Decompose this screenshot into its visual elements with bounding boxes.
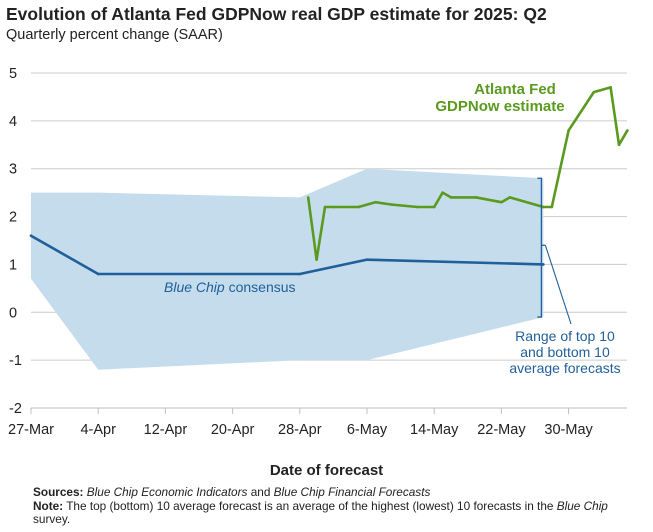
gdpnow-point	[441, 191, 444, 194]
note-text-2: survey.	[33, 512, 71, 526]
gdpnow-point	[550, 205, 554, 209]
source-2: Blue Chip Financial Forecasts	[273, 485, 431, 499]
range-annotation-range_line1: Range of top 10	[515, 328, 615, 344]
y-tick-label: 4	[9, 114, 17, 130]
sources-line: Sources: Blue Chip Economic Indicators a…	[33, 485, 643, 500]
gdpnow-chart: 5 4 3 2 1 0 -1 -2 27-Mar 4-Apr 12-Apr 20-Apr 28-Apr 6…	[8, 66, 629, 438]
bluechip-point	[365, 258, 369, 261]
note-text-1: The top (bottom) 10 average forecast is …	[63, 498, 557, 513]
x-tick-label: 20-Apr	[211, 422, 255, 438]
gdpnow-point	[432, 205, 436, 209]
chart-footer: Sources: Blue Chip Economic Indicators a…	[33, 485, 643, 527]
range-annotation-range_line3: average forecasts	[509, 360, 620, 376]
x-tick-label: 14-May	[410, 422, 459, 438]
gdpnow-point	[508, 196, 512, 199]
y-tick-label: 1	[9, 257, 17, 273]
gdpnow-point	[592, 90, 596, 94]
gdpnow-point	[609, 86, 612, 89]
gdpnow-point	[374, 200, 377, 204]
x-tick-label: 28-Apr	[278, 422, 322, 438]
gdpnow-point	[390, 203, 394, 206]
gdpnow-point	[449, 196, 453, 199]
gdpnow-point	[323, 205, 327, 209]
y-tick-label: 0	[9, 305, 17, 321]
x-tick-label: 12-Apr	[144, 422, 188, 438]
gdpnow-point	[315, 258, 318, 261]
chart-subtitle: Quarterly percent change (SAAR)	[6, 27, 223, 43]
gdpnow-point	[474, 196, 478, 199]
gdpnow-point	[416, 205, 419, 209]
bluechip-annotation-rest: consensus	[225, 279, 296, 295]
sources-label: Sources:	[33, 485, 84, 499]
gdpnow-point	[626, 129, 629, 132]
gdpnow-annotation-line1: Atlanta Fed	[474, 81, 556, 98]
y-tick-label: -2	[9, 401, 22, 417]
gdpnow-point	[617, 143, 621, 147]
y-tick-label: 2	[9, 210, 17, 226]
gdpnow-point	[332, 205, 335, 209]
range-bracket	[537, 177, 546, 318]
gdpnow-annotation-line2: GDPNow estimate	[435, 98, 564, 115]
bluechip-point	[29, 234, 33, 238]
y-tick-label: 3	[9, 162, 17, 178]
bluechip-point	[96, 272, 100, 276]
range-band	[31, 168, 544, 370]
bluechip-annotation: Blue Chip consensus	[164, 279, 296, 295]
y-tick-label: -1	[9, 353, 22, 369]
range-leader-line	[544, 245, 572, 325]
note-label: Note:	[33, 498, 64, 513]
note-italic: Blue Chip	[556, 498, 608, 513]
chart-title: Evolution of Atlanta Fed GDPNow real GDP…	[6, 4, 547, 24]
y-tick-label: 5	[9, 66, 17, 82]
gdpnow-point	[500, 200, 503, 204]
gdpnow-point	[542, 205, 545, 209]
note-line: Note: The top (bottom) 10 average foreca…	[33, 498, 643, 527]
gdpnow-point	[567, 129, 570, 132]
x-tick-label: 6-May	[347, 422, 388, 438]
range-annotation-range_line2: and bottom 10	[520, 344, 610, 360]
gdpnow-point	[306, 196, 310, 199]
x-tick-label: 22-May	[477, 422, 526, 438]
sources-and: and	[247, 485, 274, 499]
bluechip-point	[542, 263, 545, 266]
source-1: Blue Chip Economic Indicators	[86, 485, 248, 499]
x-tick-label: 4-Apr	[80, 422, 116, 438]
gdpnow-point	[357, 205, 360, 209]
x-axis-title: Date of forecast	[269, 462, 384, 479]
bluechip-point	[298, 272, 302, 276]
x-tick-label: 30-May	[544, 422, 593, 438]
bluechip-annotation-italic: Blue Chip	[164, 279, 225, 295]
x-tick-label: 27-Mar	[8, 422, 54, 438]
